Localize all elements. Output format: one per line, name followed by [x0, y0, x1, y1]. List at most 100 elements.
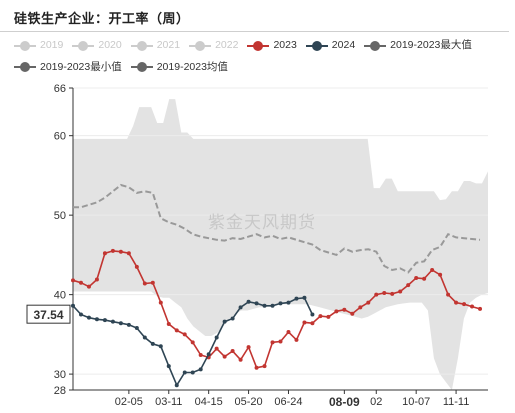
series-point-2024 — [198, 367, 203, 372]
legend-item-2019-2023最大值[interactable]: 2019-2023最大值 — [364, 36, 472, 55]
series-point-2023 — [430, 267, 435, 272]
legend-marker-icon — [189, 40, 212, 51]
series-point-2024 — [294, 296, 299, 301]
legend-label: 2021 — [156, 39, 181, 51]
legend-item-2023[interactable]: 2023 — [247, 36, 297, 55]
last-value-box — [26, 304, 71, 324]
legend-item-2024[interactable]: 2024 — [305, 36, 356, 55]
series-point-2023 — [166, 322, 171, 327]
x-tick-label: 08-09 — [329, 395, 360, 409]
y-tick-label: 50 — [54, 210, 66, 222]
title-divider — [0, 31, 509, 32]
series-point-2023 — [294, 337, 299, 342]
y-tick-label: 28 — [54, 385, 66, 397]
series-point-2023 — [110, 248, 115, 253]
series-point-2024 — [102, 318, 107, 323]
series-point-2024 — [278, 301, 283, 306]
series-point-2023 — [238, 357, 243, 362]
legend-label: 2020 — [98, 39, 122, 51]
series-point-2024 — [206, 352, 211, 357]
series-point-2023 — [478, 306, 483, 311]
series-point-2024 — [142, 335, 147, 340]
series-point-2024 — [190, 370, 195, 375]
series-point-2024 — [270, 303, 275, 308]
legend-label: 2019-2023最大值 — [390, 39, 472, 51]
legend-label: 2024 — [331, 39, 356, 51]
series-point-2023 — [270, 340, 275, 345]
series-point-2023 — [438, 272, 443, 277]
series-point-2024 — [262, 303, 267, 308]
series-point-2023 — [374, 292, 379, 297]
x-tick-label: 10-07 — [402, 396, 430, 408]
legend-item-2021[interactable]: 2021 — [130, 36, 181, 55]
series-point-2023 — [94, 277, 99, 282]
y-tick-label: 66 — [54, 83, 66, 95]
series-point-2024 — [150, 341, 155, 346]
legend-marker-icon — [14, 40, 36, 51]
series-point-2023 — [174, 328, 179, 333]
series-point-2023 — [246, 345, 251, 350]
chart-title: 硅铁生产企业：开工率（周） — [14, 11, 190, 26]
legend-marker-icon — [305, 40, 328, 51]
series-point-2024 — [310, 312, 315, 317]
series-point-2023 — [134, 264, 139, 269]
legend-item-2019-2023均值[interactable]: 2019-2023均值 — [130, 58, 228, 77]
series-point-2023 — [446, 292, 451, 297]
series-point-2023 — [334, 309, 339, 314]
chart-legend: 2019 2020 2021 2022 2023 2024 2019-2023最大值 2019… — [14, 36, 509, 79]
series-point-2023 — [406, 283, 411, 288]
series-point-2023 — [150, 280, 155, 285]
series-point-2023 — [390, 291, 395, 296]
legend-item-2022[interactable]: 2022 — [189, 36, 238, 55]
legend-item-2019-2023最小值[interactable]: 2019-2023最小值 — [14, 58, 122, 77]
series-point-2024 — [78, 312, 83, 317]
x-tick-label: 03-11 — [155, 396, 182, 408]
series-point-2023 — [310, 321, 315, 326]
legend-label: 2022 — [215, 39, 239, 51]
series-point-2024 — [182, 370, 187, 375]
series-point-2024 — [126, 322, 131, 327]
series-point-2023 — [71, 278, 75, 283]
series-point-2023 — [342, 307, 347, 312]
series-point-2023 — [230, 349, 235, 354]
legend-marker-icon — [130, 62, 153, 72]
series-point-2024 — [214, 335, 219, 340]
legend-marker-icon — [14, 62, 36, 72]
legend-label: 2019 — [40, 39, 64, 51]
series-point-2023 — [422, 276, 427, 281]
series-point-2023 — [142, 281, 147, 286]
series-point-2023 — [326, 314, 331, 319]
y-tick-label: 60 — [54, 131, 66, 143]
series-point-2024 — [254, 301, 259, 306]
legend-marker-icon — [364, 40, 387, 51]
series-point-2024 — [86, 315, 91, 320]
series-point-2023 — [382, 291, 387, 296]
series-point-2023 — [158, 300, 163, 305]
legend-item-2020[interactable]: 2020 — [72, 36, 122, 55]
series-point-2023 — [454, 300, 459, 305]
series-point-2024 — [246, 299, 251, 304]
series-line-2019-2023均值 — [73, 183, 481, 274]
series-point-2024 — [222, 319, 227, 324]
x-tick-label: 04-15 — [195, 396, 223, 408]
series-point-2023 — [118, 249, 123, 254]
series-point-2023 — [358, 305, 363, 310]
y-tick-label: 40 — [54, 290, 66, 302]
range-band — [73, 99, 488, 390]
series-point-2023 — [198, 353, 203, 358]
series-point-2024 — [302, 295, 307, 300]
series-point-2023 — [78, 280, 83, 285]
x-tick-label: 02-05 — [115, 396, 143, 408]
legend-item-2019[interactable]: 2019 — [14, 36, 63, 55]
series-point-2024 — [166, 364, 171, 369]
series-point-2023 — [302, 320, 307, 325]
series-point-2023 — [286, 329, 291, 334]
x-tick-label: 05-20 — [235, 396, 263, 408]
series-point-2024 — [158, 344, 163, 349]
series-point-2023 — [254, 365, 259, 370]
y-tick-label: 30 — [54, 369, 66, 381]
series-point-2024 — [134, 326, 139, 331]
series-point-2023 — [398, 289, 403, 294]
series-point-2023 — [318, 314, 323, 319]
